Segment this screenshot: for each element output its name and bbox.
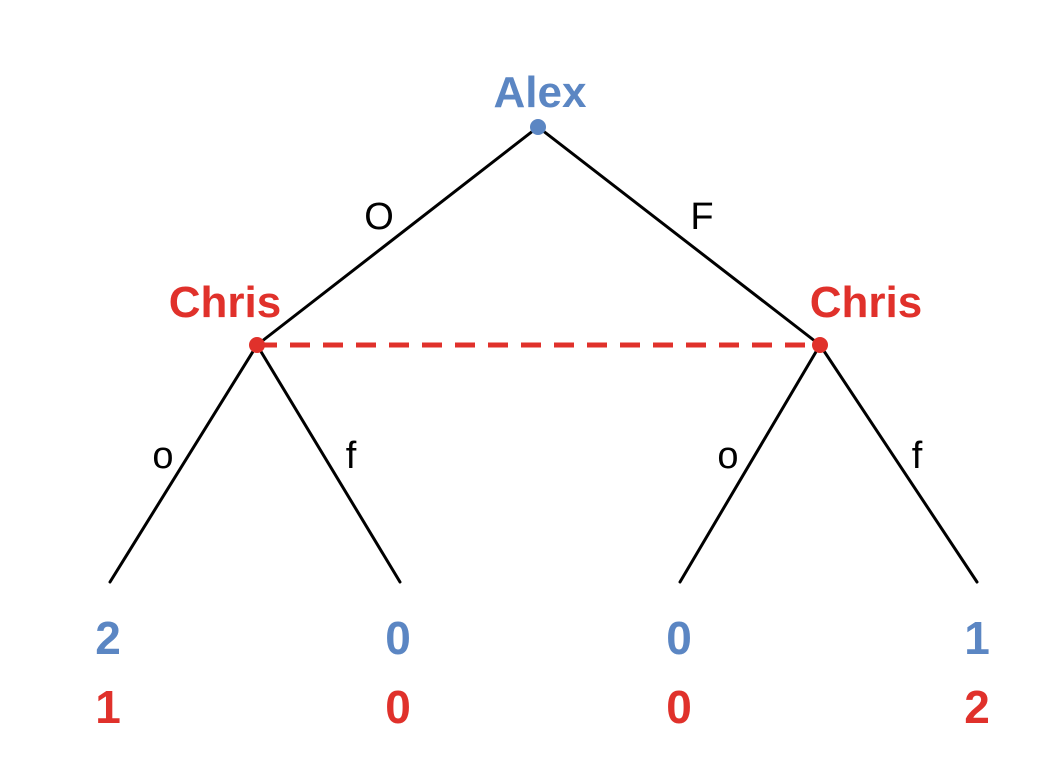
edge-chris-right-f bbox=[818, 343, 979, 584]
chris-right-decision-node bbox=[812, 337, 828, 353]
edge-chris-right-o bbox=[678, 343, 822, 584]
payoff-alex-3: 0 bbox=[666, 612, 692, 664]
payoff-alex-2: 0 bbox=[385, 612, 411, 664]
payoff-chris-3: 0 bbox=[666, 681, 692, 733]
action-label-chris-left-o: o bbox=[152, 435, 173, 477]
chris-left-player-label: Chris bbox=[169, 278, 281, 327]
edge-chris-left-o bbox=[108, 343, 259, 584]
edge-alex-f bbox=[536, 125, 822, 347]
chris-left-decision-node bbox=[249, 337, 265, 353]
chris-right-player-label: Chris bbox=[810, 278, 922, 327]
edge-chris-left-f bbox=[255, 343, 402, 584]
action-label-chris-right-f: f bbox=[912, 435, 923, 477]
action-label-alex-o: O bbox=[364, 196, 394, 238]
payoff-alex-1: 2 bbox=[95, 612, 121, 664]
alex-player-label: Alex bbox=[494, 68, 587, 117]
action-label-chris-right-o: o bbox=[717, 435, 738, 477]
action-label-alex-f: F bbox=[690, 196, 713, 238]
payoff-alex-4: 1 bbox=[964, 612, 990, 664]
payoff-chris-1: 1 bbox=[95, 681, 121, 733]
edge-alex-o bbox=[255, 125, 540, 347]
payoff-chris-4: 2 bbox=[964, 681, 990, 733]
payoff-chris-2: 0 bbox=[385, 681, 411, 733]
action-label-chris-left-f: f bbox=[346, 435, 357, 477]
alex-decision-node bbox=[530, 119, 546, 135]
